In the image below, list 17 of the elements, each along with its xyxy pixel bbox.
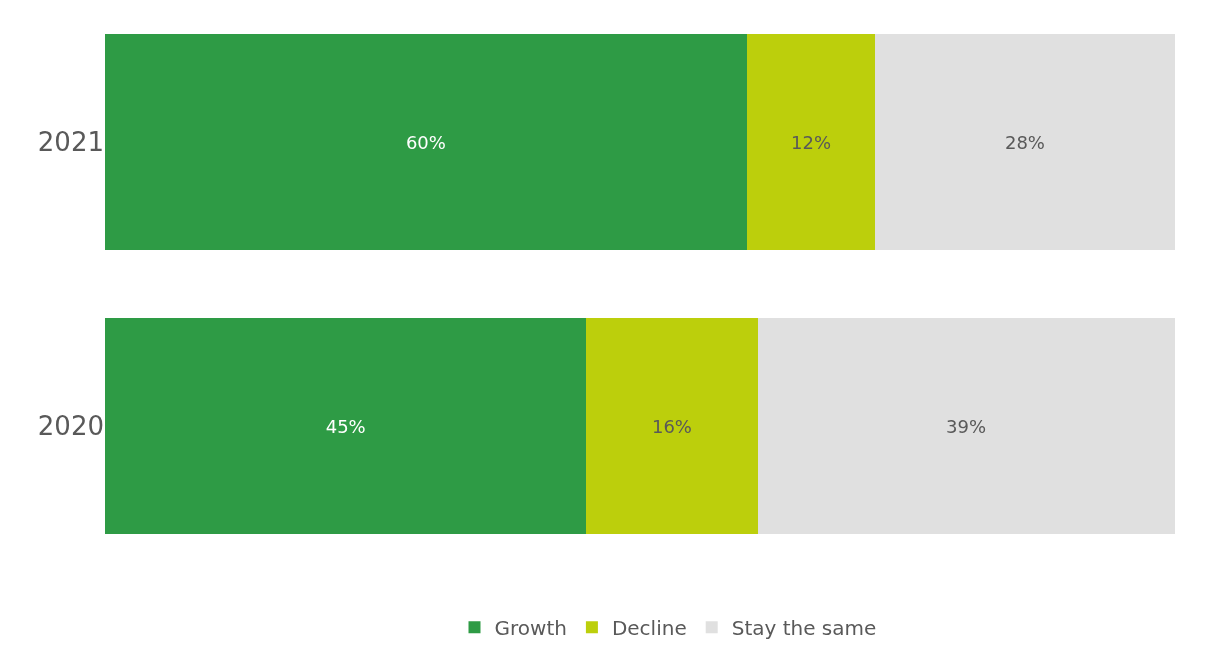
data-label: 28%	[1004, 131, 1045, 153]
legend-label: Decline	[611, 616, 687, 641]
data-label: 39%	[946, 415, 987, 437]
bar	[757, 318, 1175, 534]
bar	[875, 34, 1175, 250]
bar	[105, 34, 747, 250]
data-label: 45%	[325, 415, 366, 437]
bar	[746, 34, 876, 250]
data-label: 60%	[405, 131, 446, 153]
legend-label: Growth	[494, 616, 567, 641]
y-tick-label: 2021	[37, 127, 104, 158]
data-label: 16%	[651, 415, 692, 437]
y-tick-label: 2020	[37, 411, 104, 442]
legend-label: Stay the same	[731, 616, 877, 641]
bar	[586, 318, 758, 534]
data-label: 12%	[790, 131, 832, 153]
bar	[105, 318, 587, 534]
